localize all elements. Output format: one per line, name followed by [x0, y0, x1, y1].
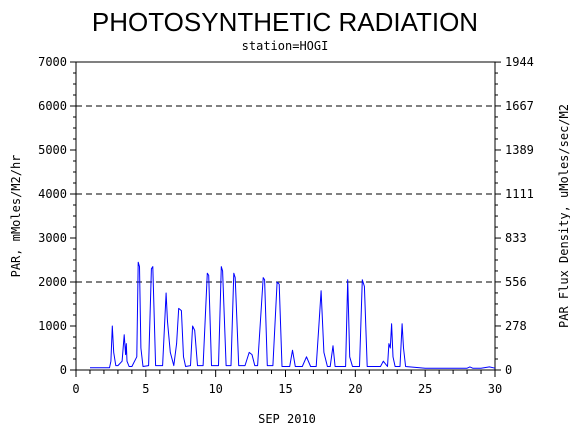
- x-axis-label: SEP 2010: [258, 412, 316, 426]
- x-tick-label-10: 10: [208, 382, 222, 396]
- y-left-tick-label-5000: 5000: [38, 143, 67, 157]
- y-left-tick-label-0: 0: [60, 363, 67, 377]
- y-right-tick-label-1111: 1111: [505, 187, 534, 201]
- x-tick-label-30: 30: [488, 382, 502, 396]
- y-right-tick-label-278: 278: [505, 319, 527, 333]
- right-axis: 0 278 556 833 1111 1389 1667 1944: [495, 55, 534, 377]
- x-tick-label-15: 15: [278, 382, 292, 396]
- y-right-tick-label-1944: 1944: [505, 55, 534, 69]
- y-right-tick-label-833: 833: [505, 231, 527, 245]
- x-tick-label-0: 0: [72, 382, 79, 396]
- series-layer: [90, 261, 496, 369]
- y-left-tick-label-7000: 7000: [38, 55, 67, 69]
- y-left-tick-label-1000: 1000: [38, 319, 67, 333]
- left-axis: 0 1000 2000 3000 4000 5000 6000 7000: [38, 55, 76, 377]
- x-tick-label-20: 20: [348, 382, 362, 396]
- y-right-tick-label-1667: 1667: [505, 99, 534, 113]
- y-right-tick-label-1389: 1389: [505, 143, 534, 157]
- grid-layer: [76, 105, 495, 283]
- y-left-tick-label-3000: 3000: [38, 231, 67, 245]
- y-left-tick-label-4000: 4000: [38, 187, 67, 201]
- y-axis-label-left: PAR, mMoles/M2/hr: [9, 155, 23, 278]
- chart-subtitle: station=HOGI: [242, 39, 329, 53]
- x-axis: 0 5 10 15 20 25 30: [72, 370, 502, 396]
- plot-frame: [75, 61, 496, 371]
- series-line-0: [90, 261, 496, 369]
- y-axis-label-right: PAR Flux Density, uMoles/sec/M2: [557, 104, 570, 328]
- y-right-tick-label-0: 0: [505, 363, 512, 377]
- y-left-tick-label-2000: 2000: [38, 275, 67, 289]
- y-right-tick-label-556: 556: [505, 275, 527, 289]
- x-tick-label-25: 25: [418, 382, 432, 396]
- chart-title: PHOTOSYNTHETIC RADIATION: [92, 7, 478, 37]
- x-tick-label-5: 5: [142, 382, 149, 396]
- y-left-tick-label-6000: 6000: [38, 99, 67, 113]
